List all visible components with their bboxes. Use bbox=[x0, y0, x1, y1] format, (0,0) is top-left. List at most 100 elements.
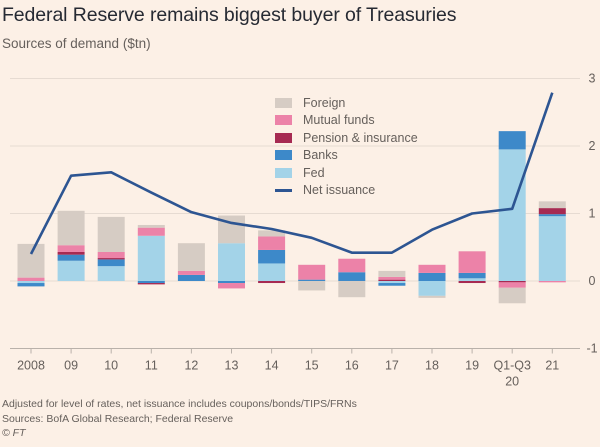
bar-segment-banks bbox=[538, 214, 566, 217]
legend-swatch-pension-insurance bbox=[275, 132, 292, 143]
bar-segment-foreign bbox=[258, 230, 286, 237]
bar-segment-banks bbox=[177, 274, 205, 281]
x-tick-label: Q1-Q3 bbox=[493, 359, 531, 373]
bar-segment-mutual-funds bbox=[338, 258, 366, 273]
bar-segment-banks bbox=[218, 281, 245, 284]
legend-swatch-foreign bbox=[275, 97, 292, 108]
bar-segment-foreign bbox=[538, 201, 566, 209]
bar-segment-foreign bbox=[298, 281, 326, 291]
x-tick-label: 11 bbox=[145, 359, 158, 373]
bar-segment-pension-insurance bbox=[57, 251, 85, 255]
bar-segment-fed bbox=[378, 281, 406, 284]
bar-segment-banks bbox=[258, 249, 286, 264]
legend-label: Mutual funds bbox=[303, 113, 375, 128]
bar-segment-mutual-funds bbox=[378, 276, 406, 280]
bar-segment-foreign bbox=[418, 295, 446, 298]
bar-segment-fed bbox=[218, 243, 245, 281]
bar-segment-pension-insurance bbox=[97, 258, 125, 260]
bar-segment-foreign bbox=[498, 287, 526, 304]
bar-segment-foreign bbox=[137, 224, 165, 228]
x-tick-label: 10 bbox=[104, 359, 118, 373]
sources: Sources: BofA Global Research; Federal R… bbox=[2, 412, 234, 425]
bar-segment-pension-insurance bbox=[258, 281, 286, 284]
x-tick-label: 09 bbox=[64, 359, 78, 373]
bar-segment-foreign bbox=[177, 243, 205, 271]
y-axis: 3 2 1 0 -1 bbox=[586, 72, 597, 356]
bar-segment-banks bbox=[57, 254, 85, 261]
legend-label: Pension & insurance bbox=[303, 130, 418, 145]
bar-segment-mutual-funds bbox=[298, 264, 326, 280]
bar-segment-foreign bbox=[338, 281, 366, 298]
net-issuance-line-group bbox=[29, 92, 554, 255]
bar-segment-pension-insurance bbox=[498, 281, 526, 283]
bar-segment-fed bbox=[538, 216, 566, 281]
bar-segment-fed bbox=[498, 149, 526, 281]
legend-swatch-fed bbox=[275, 167, 292, 178]
chart-title: Federal Reserve remains biggest buyer of… bbox=[2, 4, 457, 26]
bar-segment-mutual-funds bbox=[498, 282, 526, 288]
bar-segment-mutual-funds bbox=[177, 270, 205, 275]
bar-segment-foreign bbox=[97, 216, 125, 252]
bar-segment-mutual-funds bbox=[418, 264, 446, 273]
y-tick-label: 3 bbox=[589, 72, 596, 86]
bar-segment-banks bbox=[97, 259, 125, 267]
x-tick-label: 16 bbox=[345, 359, 359, 373]
legend-label: Fed bbox=[303, 165, 325, 180]
bar-segment-foreign bbox=[57, 210, 85, 246]
bar-segment-fed bbox=[17, 281, 45, 284]
legend-item-net-issuance: Net issuance bbox=[275, 182, 418, 200]
legend-swatch-banks bbox=[275, 150, 292, 161]
x-tick-label: 20 bbox=[505, 375, 519, 389]
bar-segment-mutual-funds bbox=[458, 251, 486, 273]
legend-item-pension-insurance: Pension & insurance bbox=[275, 129, 418, 147]
footer: Adjusted for level of rates, net issuanc… bbox=[2, 397, 357, 441]
bar-segment-pension-insurance bbox=[538, 208, 566, 215]
legend-swatch-net-issuance bbox=[275, 188, 292, 192]
x-tick-label: 12 bbox=[184, 359, 198, 373]
bar-stacks bbox=[17, 131, 566, 304]
x-tick-label: 13 bbox=[225, 359, 239, 373]
bar-segment-mutual-funds bbox=[97, 251, 125, 259]
bar-segment-fed bbox=[458, 278, 486, 281]
bar-segment-pension-insurance bbox=[378, 279, 406, 281]
bar-segment-banks bbox=[498, 131, 526, 150]
bar-segment-fed bbox=[258, 263, 286, 281]
bar-segment-banks bbox=[137, 281, 165, 284]
bar-segment-pension-insurance bbox=[458, 281, 486, 284]
x-tick-label: 14 bbox=[265, 359, 279, 373]
copyright: © FT bbox=[2, 427, 26, 439]
bar-segment-mutual-funds bbox=[218, 283, 245, 289]
bar-segment-banks bbox=[378, 283, 406, 286]
bar-segment-foreign bbox=[378, 270, 406, 277]
bar-segment-mutual-funds bbox=[57, 245, 85, 252]
bar-segment-fed bbox=[97, 266, 125, 281]
bar-segment-mutual-funds bbox=[137, 227, 165, 236]
bar-segment-mutual-funds bbox=[538, 281, 566, 283]
bar-segment-banks bbox=[17, 283, 45, 287]
legend-item-foreign: Foreign bbox=[275, 94, 418, 112]
chart-subtitle: Sources of demand ($tn) bbox=[2, 36, 151, 51]
bar-segment-mutual-funds bbox=[258, 236, 286, 250]
legend-swatch-mutual-funds bbox=[275, 115, 292, 126]
bar-segment-fed bbox=[418, 281, 446, 296]
y-tick-label: 1 bbox=[589, 207, 596, 221]
legend-item-mutual-funds: Mutual funds bbox=[275, 112, 418, 130]
y-tick-label: 0 bbox=[589, 274, 596, 288]
x-tick-label: 21 bbox=[545, 359, 559, 373]
bar-segment-fed bbox=[57, 260, 85, 281]
x-tick-label: 18 bbox=[425, 359, 439, 373]
bar-segment-fed bbox=[137, 235, 165, 281]
bar-segment-banks bbox=[458, 272, 486, 279]
legend-label: Foreign bbox=[303, 95, 346, 110]
legend-item-fed: Fed bbox=[275, 164, 418, 182]
x-tick-label: 19 bbox=[465, 359, 479, 373]
bar-segment-banks bbox=[418, 272, 446, 281]
footnote: Adjusted for level of rates, net issuanc… bbox=[2, 398, 357, 410]
bar-segment-foreign bbox=[17, 243, 45, 278]
net-issuance-line bbox=[29, 92, 554, 255]
x-axis: 2008 09 10 11 12 13 14 15 16 17 18 19 Q1-Q3 20 21 bbox=[17, 348, 559, 389]
legend: Foreign Mutual funds Pension & insurance… bbox=[275, 94, 418, 199]
bar-segment-pension-insurance bbox=[137, 283, 165, 285]
x-tick-label: 2008 bbox=[17, 359, 45, 373]
